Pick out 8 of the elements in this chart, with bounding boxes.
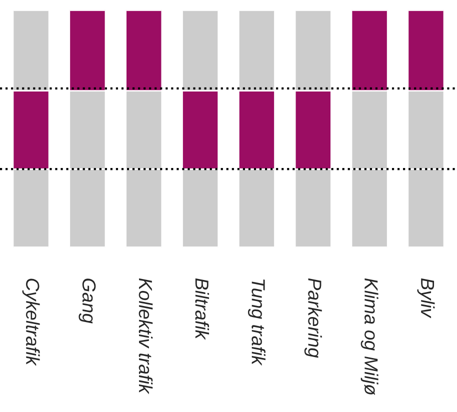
x-tick-label: Cykeltrafik — [22, 278, 40, 366]
x-tick-label: Gang — [78, 278, 96, 324]
x-tick-label: Tung trafik — [248, 279, 266, 366]
x-tick-label: Parkering — [304, 278, 322, 358]
x-tick-label: Biltrafik — [195, 278, 210, 340]
x-tick-label: Klima og Miljø — [360, 278, 378, 396]
x-tick-label: Byliv — [417, 278, 435, 318]
x-tick-label: Kollektiv trafik — [138, 278, 153, 394]
